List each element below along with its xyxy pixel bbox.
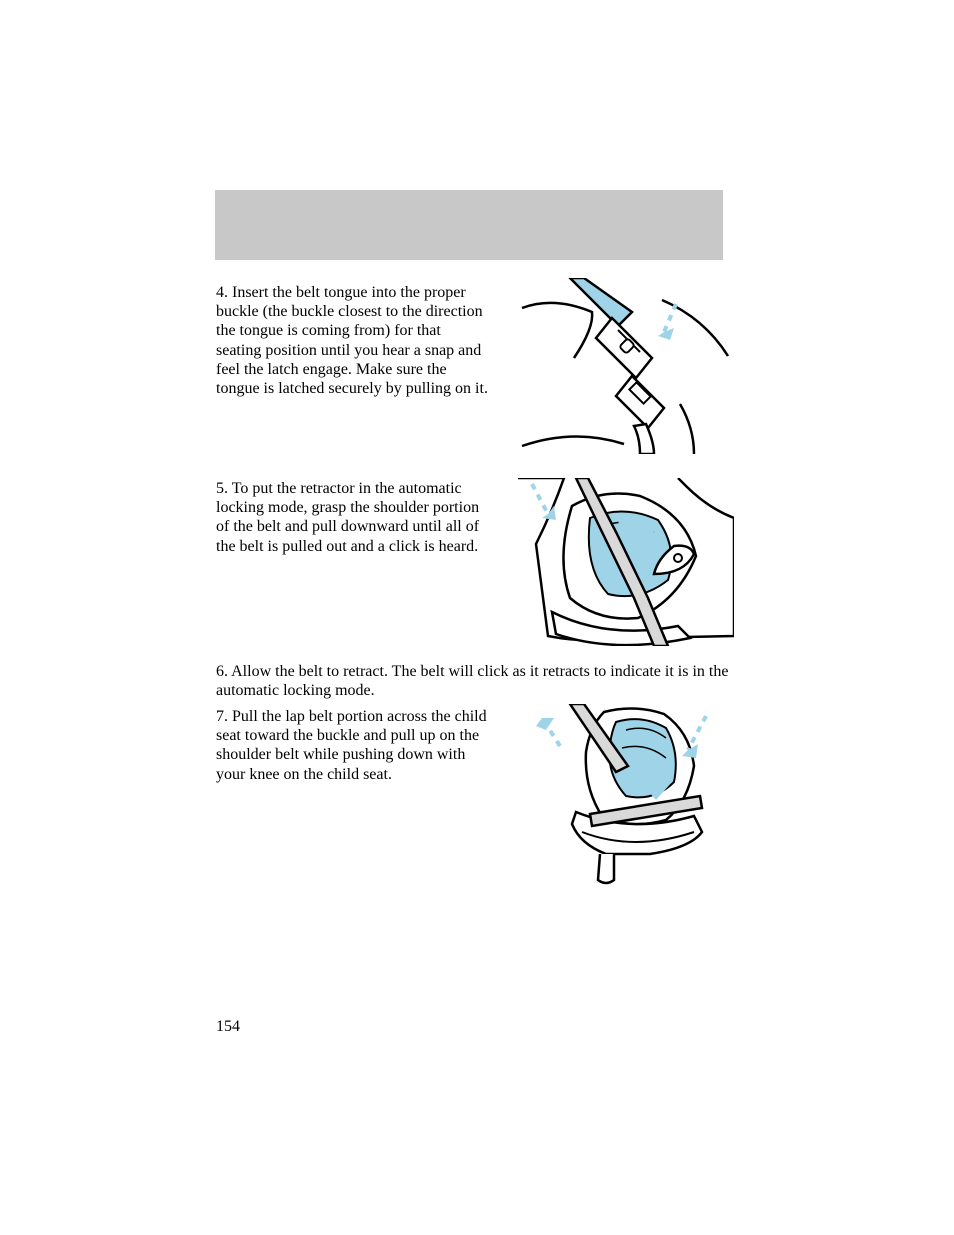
figure-pull-shoulder-belt — [518, 478, 734, 646]
manual-page: 4. Insert the belt tongue into the prope… — [0, 0, 954, 1235]
step-7-text: 7. Pull the lap belt portion across the … — [216, 707, 491, 784]
figure-secure-child-seat — [530, 704, 728, 896]
buckle-insertion-illustration — [514, 278, 732, 454]
pull-shoulder-belt-illustration — [518, 478, 734, 646]
page-number: 154 — [216, 1018, 240, 1036]
step-6-text: 6. Allow the belt to retract. The belt w… — [216, 662, 736, 700]
step-4-text: 4. Insert the belt tongue into the prope… — [216, 283, 490, 398]
figure-buckle-insertion — [514, 278, 732, 454]
step-5-text: 5. To put the retractor in the automatic… — [216, 479, 490, 556]
header-band — [215, 190, 723, 260]
secure-child-seat-illustration — [530, 704, 728, 896]
